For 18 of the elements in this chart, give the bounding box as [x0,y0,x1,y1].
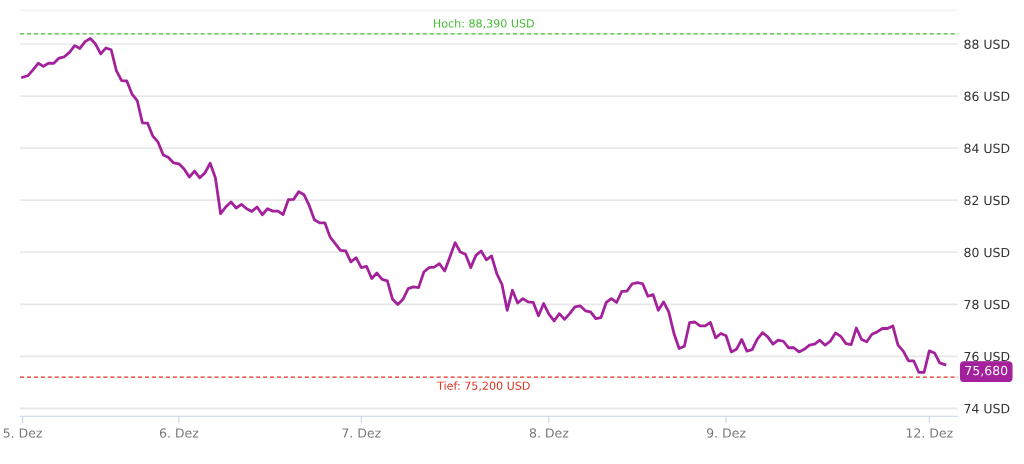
text: 75,680 [965,365,1008,377]
y-tick-label: 78 USD [964,299,1010,310]
ref-line-label: Tief: 75,200 USD [437,381,530,392]
y-tick-label: 88 USD [964,39,1010,49]
line-series [21,36,947,374]
y-tick-label: 84 USD [964,143,1010,154]
x-tick-label: 12. Dez [906,428,953,438]
y-tick-label: 86 USD [964,91,1010,102]
y-tick-label: 76 USD [964,351,1010,362]
ref-line-label: Hoch: 88,390 USD [433,18,534,29]
x-tick-label: 7. Dez [342,428,381,438]
x-tick-label: 6. Dez [159,428,199,438]
y-tick-label: 74 USD [964,403,1010,414]
x-tick-label: 8. Dez [529,428,569,438]
x-tick-label: 5. Dez [3,428,42,438]
y-tick-label: 82 USD [964,195,1010,206]
x-tick-label: 9. Dez [706,428,746,438]
y-tick-label: 80 USD [964,247,1010,258]
